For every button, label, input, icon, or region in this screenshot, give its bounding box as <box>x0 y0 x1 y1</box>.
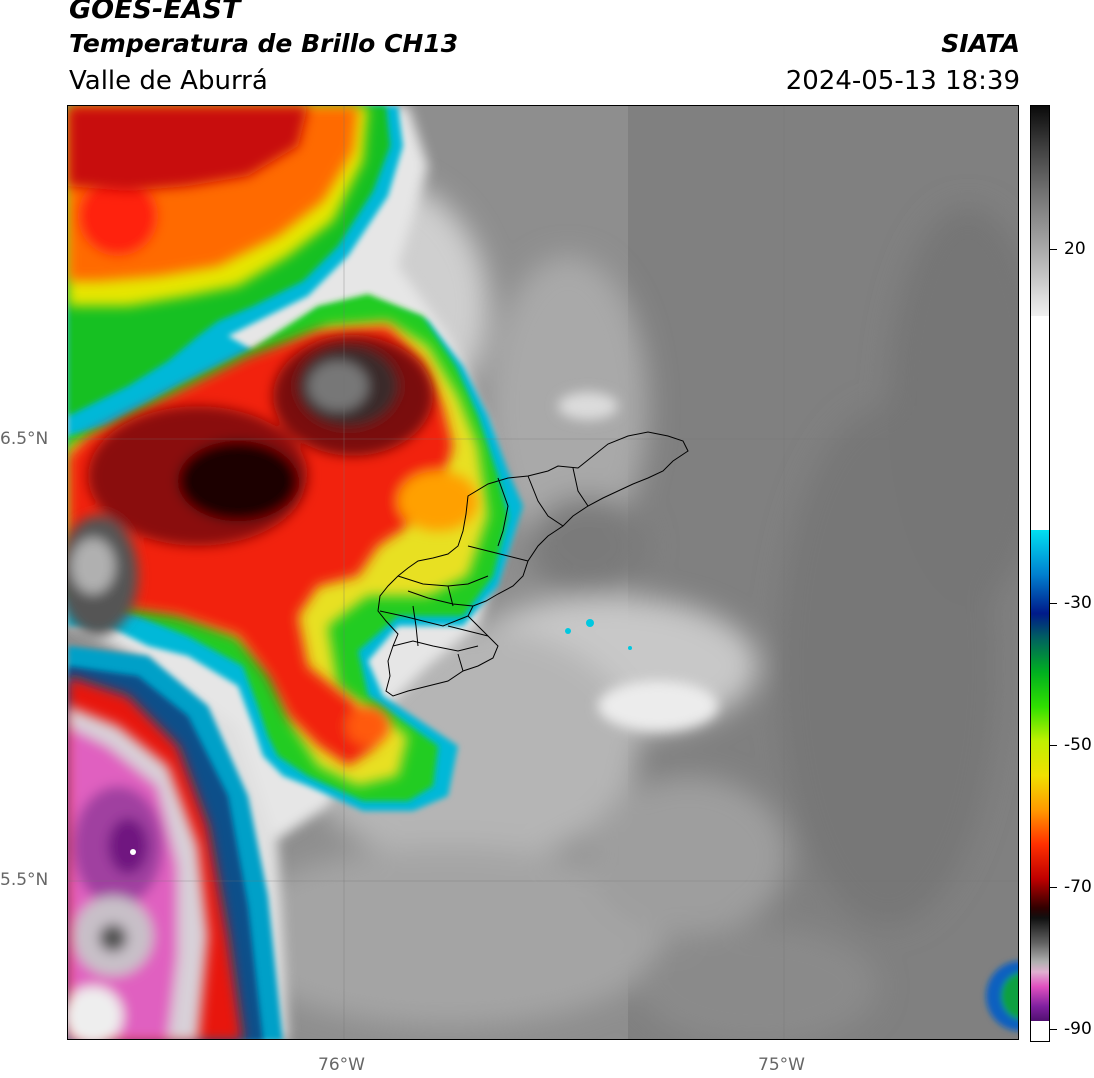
colorbar-label-20: 20 <box>1064 239 1086 259</box>
region-label: Valle de Aburrá <box>69 66 268 96</box>
brightness-temperature-field <box>68 106 1018 1039</box>
colorbar-label-minus30: -30 <box>1064 593 1092 613</box>
colorbar-tick <box>1050 249 1057 250</box>
colorbar-tick <box>1050 1029 1057 1030</box>
lat-label-5-5: 5.5°N <box>0 870 49 890</box>
colorbar-tick <box>1050 745 1057 746</box>
product-title: Temperatura de Brillo CH13 <box>69 29 459 58</box>
colorbar <box>1030 105 1050 1042</box>
colorbar-label-minus50: -50 <box>1064 735 1092 755</box>
lon-label-76: 76°W <box>318 1055 365 1075</box>
datetime-label: 2024-05-13 18:39 <box>785 66 1020 96</box>
agency-label: SIATA <box>941 29 1020 58</box>
colorbar-tick <box>1050 887 1057 888</box>
lon-label-75: 75°W <box>758 1055 805 1075</box>
lat-label-6-5: 6.5°N <box>0 429 49 449</box>
colorbar-label-minus90: -90 <box>1064 1019 1092 1039</box>
satellite-map[interactable] <box>67 105 1019 1040</box>
colorbar-tick <box>1050 603 1057 604</box>
colorbar-label-minus70: -70 <box>1064 877 1092 897</box>
municipality-outlines <box>377 431 689 697</box>
satellite-title: GOES-EAST <box>69 0 241 25</box>
colorbar-gradient <box>1031 106 1049 1041</box>
